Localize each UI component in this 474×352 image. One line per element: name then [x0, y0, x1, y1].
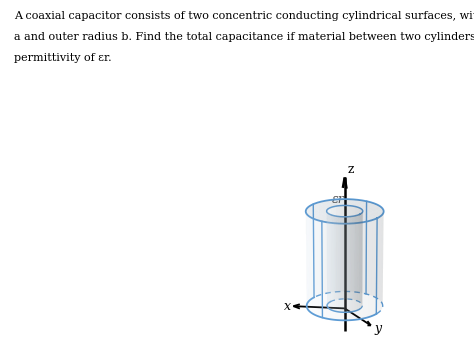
Text: a and outer radius b. Find the total capacitance if material between two cylinde: a and outer radius b. Find the total cap… [14, 32, 474, 42]
Text: permittivity of εr.: permittivity of εr. [14, 53, 112, 63]
Text: A coaxial capacitor consists of two concentric conducting cylindrical surfaces, : A coaxial capacitor consists of two conc… [14, 11, 474, 20]
